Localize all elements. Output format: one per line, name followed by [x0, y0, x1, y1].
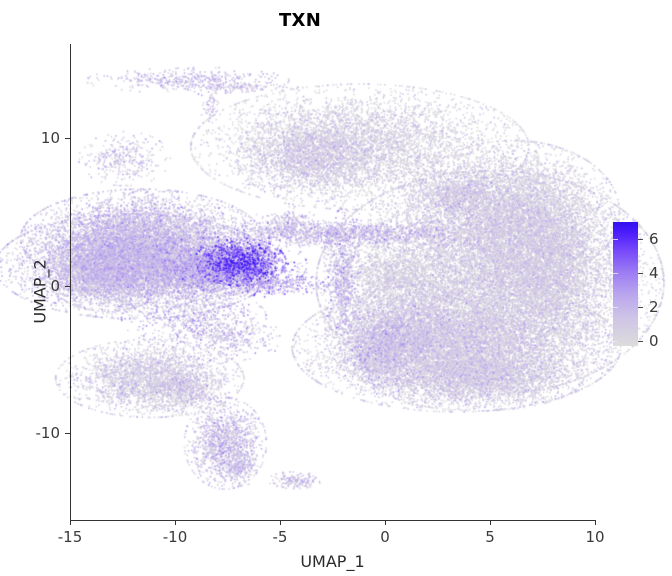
x-tick — [385, 520, 386, 525]
colorbar-tick-inner — [613, 272, 618, 274]
colorbar-tick — [638, 306, 643, 308]
y-axis-title: UMAP_2 — [30, 259, 50, 324]
y-tick-label: 0 — [50, 276, 60, 295]
x-tick-label: -15 — [57, 528, 83, 546]
y-tick — [65, 138, 70, 139]
colorbar-tick — [638, 340, 643, 342]
colorbar-tick — [638, 238, 643, 240]
y-axis-line — [70, 44, 71, 520]
colorbar-tick-label: 6 — [649, 229, 659, 248]
x-tick — [70, 520, 71, 525]
x-tick — [280, 520, 281, 525]
y-tick — [65, 285, 70, 287]
x-tick — [175, 520, 176, 525]
colorbar-tick-label: 2 — [649, 297, 659, 316]
colorbar-tick-inner — [613, 238, 618, 240]
x-tick — [490, 520, 491, 525]
colorbar-tick-label: 0 — [649, 331, 659, 350]
x-tick-label: -10 — [162, 528, 188, 546]
x-tick-label: 5 — [485, 528, 495, 546]
x-tick-label: 0 — [380, 528, 390, 546]
colorbar-legend: 0 2 4 6 — [613, 222, 659, 350]
x-tick — [595, 520, 596, 525]
x-axis-title: UMAP_1 — [300, 552, 365, 571]
y-tick-label: 10 — [40, 129, 60, 147]
colorbar-tick-label: 4 — [649, 263, 659, 282]
y-tick — [65, 433, 70, 434]
x-axis-line — [70, 520, 595, 521]
x-tick-label: -5 — [272, 528, 288, 546]
colorbar-gradient — [613, 222, 638, 346]
x-tick-label: 10 — [585, 528, 605, 546]
colorbar-tick-inner — [613, 306, 618, 308]
y-tick-label: -10 — [35, 424, 61, 442]
colorbar-tick — [638, 272, 643, 274]
colorbar-tick-inner — [613, 340, 618, 342]
